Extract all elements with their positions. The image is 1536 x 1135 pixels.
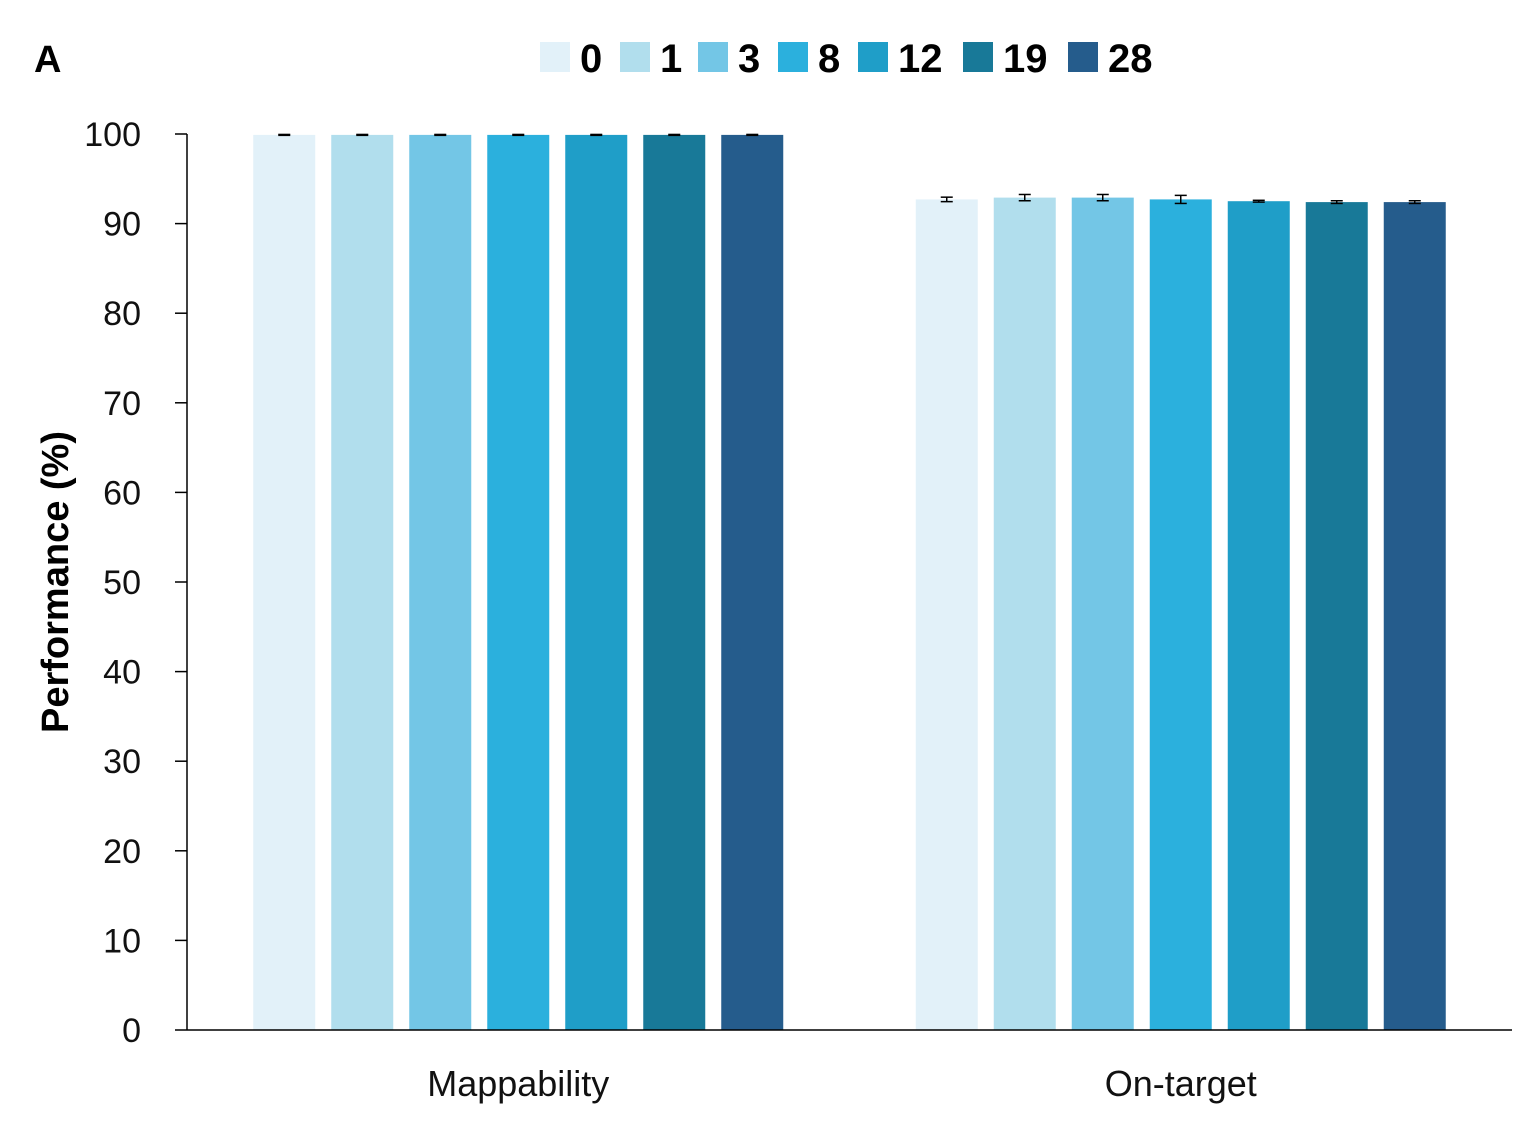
legend-swatch-8 xyxy=(778,42,808,72)
bar-on-target-8 xyxy=(1149,199,1212,1030)
legend-swatch-12 xyxy=(858,42,888,72)
bar-on-target-1 xyxy=(993,197,1056,1031)
bars xyxy=(253,133,1446,1031)
y-tick-label: 90 xyxy=(103,206,141,244)
legend-label-1: 1 xyxy=(660,37,682,81)
y-tick-label: 60 xyxy=(103,474,141,512)
y-tick-label: 0 xyxy=(122,1012,141,1050)
y-tick-label: 10 xyxy=(103,922,141,960)
legend-label-0: 0 xyxy=(580,37,602,81)
legend-swatch-19 xyxy=(963,42,993,72)
bar-on-target-3 xyxy=(1071,197,1134,1031)
y-axis: 0 10 20 30 40 50 60 70 80 90 100 xyxy=(84,116,188,1050)
x-category-label: Mappability xyxy=(427,1063,609,1104)
legend-label-19: 19 xyxy=(1003,37,1048,81)
bar-on-target-12 xyxy=(1227,201,1290,1030)
x-axis: Mappability On-target xyxy=(187,1029,1512,1104)
y-tick-label: 50 xyxy=(103,564,141,602)
y-tick-label: 30 xyxy=(103,743,141,781)
y-tick-label: 20 xyxy=(103,833,141,871)
bar-mappability-1 xyxy=(331,134,394,1030)
x-category-label: On-target xyxy=(1105,1063,1257,1104)
bar-mappability-12 xyxy=(565,134,628,1030)
y-tick-label: 100 xyxy=(84,116,141,154)
legend-label-8: 8 xyxy=(818,37,840,81)
y-tick-label: 70 xyxy=(103,385,141,423)
legend-swatch-3 xyxy=(698,42,728,72)
legend-swatch-0 xyxy=(540,42,570,72)
bar-mappability-28 xyxy=(721,134,784,1030)
legend-label-12: 12 xyxy=(898,37,943,81)
y-tick-label: 40 xyxy=(103,654,141,692)
legend-swatch-28 xyxy=(1068,42,1098,72)
y-axis-label: Performance (%) xyxy=(35,431,77,733)
legend-label-3: 3 xyxy=(738,37,760,81)
legend-swatch-1 xyxy=(620,42,650,72)
bar-on-target-0 xyxy=(915,199,978,1030)
bar-on-target-28 xyxy=(1383,202,1446,1030)
panel-label: A xyxy=(34,39,61,81)
bar-mappability-3 xyxy=(409,134,472,1030)
y-tick-label: 80 xyxy=(103,295,141,333)
legend-label-28: 28 xyxy=(1108,37,1153,81)
bar-mappability-8 xyxy=(487,134,550,1030)
legend: 0 1 3 8 12 19 28 xyxy=(540,37,1153,81)
bar-on-target-19 xyxy=(1305,202,1368,1030)
bar-mappability-0 xyxy=(253,134,316,1030)
bar-mappability-19 xyxy=(643,134,706,1030)
